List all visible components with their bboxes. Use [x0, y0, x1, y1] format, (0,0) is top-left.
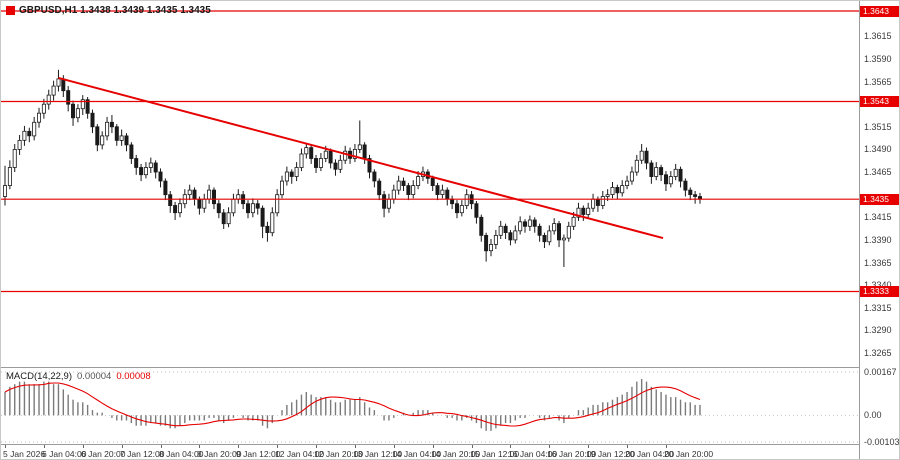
time-tick [83, 445, 84, 448]
time-label: 14 Jan 20:00 [431, 449, 481, 459]
macd-tick-label: 0.00 [864, 410, 882, 420]
price-tick-label: 1.3315 [864, 303, 892, 313]
time-tick [588, 445, 589, 448]
macd-signal-line [4, 382, 701, 427]
macd-signal-value: 0.00008 [116, 371, 151, 382]
descending-trendline[interactable] [58, 76, 664, 240]
price-tick-label: 1.3340 [864, 280, 892, 290]
price-tick-label: 1.3515 [864, 122, 892, 132]
time-tick [510, 445, 511, 448]
price-tick-label: 1.3490 [864, 144, 892, 154]
time-tick [627, 445, 628, 448]
time-tick [161, 445, 162, 448]
time-label: 19 Jan 12:00 [586, 449, 636, 459]
time-label: 12 Jan 20:00 [314, 449, 364, 459]
time-tick [666, 445, 667, 448]
symbol-ohlc-label: GBPUSD,H1 1.3438 1.3439 1.3435 1.3435 [19, 5, 211, 16]
price-tick-label: 1.3365 [864, 258, 892, 268]
price-line-badge: 1.3333 [860, 286, 899, 297]
time-tick [394, 445, 395, 448]
time-tick [238, 445, 239, 448]
price-line-badge: 1.3435 [860, 194, 899, 205]
time-label: 13 Jan 12:00 [353, 449, 403, 459]
time-label: 7 Jan 12:00 [120, 449, 165, 459]
time-tick [5, 445, 6, 448]
macd-tick-label: 0.00167 [864, 367, 897, 377]
price-chart-area[interactable] [1, 1, 859, 368]
macd-tick-label: -0.00103 [864, 437, 900, 447]
time-label: 16 Jan 20:00 [547, 449, 597, 459]
chart-marker-icon [6, 6, 15, 15]
time-label: 5 Jan 2026 [3, 449, 46, 459]
macd-indicator-label: MACD(14,22,9) 0.00004 0.00008 [6, 371, 151, 382]
time-tick [316, 445, 317, 448]
time-tick [199, 445, 200, 448]
macd-name: MACD(14,22,9) [6, 371, 72, 382]
price-axis[interactable]: 1.3265 1.3290 1.3315 1.3340 1.3365 1.3390 1.34… [859, 1, 900, 459]
price-tick-label: 1.3415 [864, 212, 892, 222]
time-label: 20 Jan 20:00 [664, 449, 714, 459]
price-tick-label: 1.3390 [864, 235, 892, 245]
price-line-badge: 1.3543 [860, 96, 899, 107]
time-label: 9 Jan 12:00 [236, 449, 281, 459]
time-tick [44, 445, 45, 448]
price-tick-label: 1.3290 [864, 325, 892, 335]
time-tick [277, 445, 278, 448]
time-label: 12 Jan 04:00 [275, 449, 325, 459]
price-tick-label: 1.3465 [864, 167, 892, 177]
time-label: 8 Jan 20:00 [197, 449, 242, 459]
time-tick [122, 445, 123, 448]
price-tick-label: 1.3265 [864, 348, 892, 358]
price-tick-label: 1.3590 [864, 54, 892, 64]
macd-main-value: 0.00004 [77, 371, 112, 382]
time-tick [433, 445, 434, 448]
macd-histogram [4, 379, 701, 431]
time-label: 15 Jan 12:00 [470, 449, 520, 459]
time-label: 16 Jan 04:00 [508, 449, 558, 459]
price-tick-label: 1.3615 [864, 31, 892, 41]
time-tick [549, 445, 550, 448]
price-tick-label: 1.3565 [864, 77, 892, 87]
time-label: 6 Jan 20:00 [81, 449, 126, 459]
time-tick [355, 445, 356, 448]
time-tick [472, 445, 473, 448]
time-axis[interactable]: 5 Jan 2026 6 Jan 04:00 6 Jan 20:00 7 Jan 12… [1, 445, 859, 459]
time-label: 20 Jan 04:00 [625, 449, 675, 459]
candles [3, 69, 703, 267]
time-label: 6 Jan 04:00 [42, 449, 87, 459]
chart-title: GBPUSD,H1 1.3438 1.3439 1.3435 1.3435 [6, 5, 211, 16]
macd-indicator-panel[interactable] [1, 368, 859, 445]
time-label: 14 Jan 04:00 [392, 449, 442, 459]
time-label: 8 Jan 04:00 [159, 449, 204, 459]
price-line-badge: 1.3643 [860, 6, 899, 17]
